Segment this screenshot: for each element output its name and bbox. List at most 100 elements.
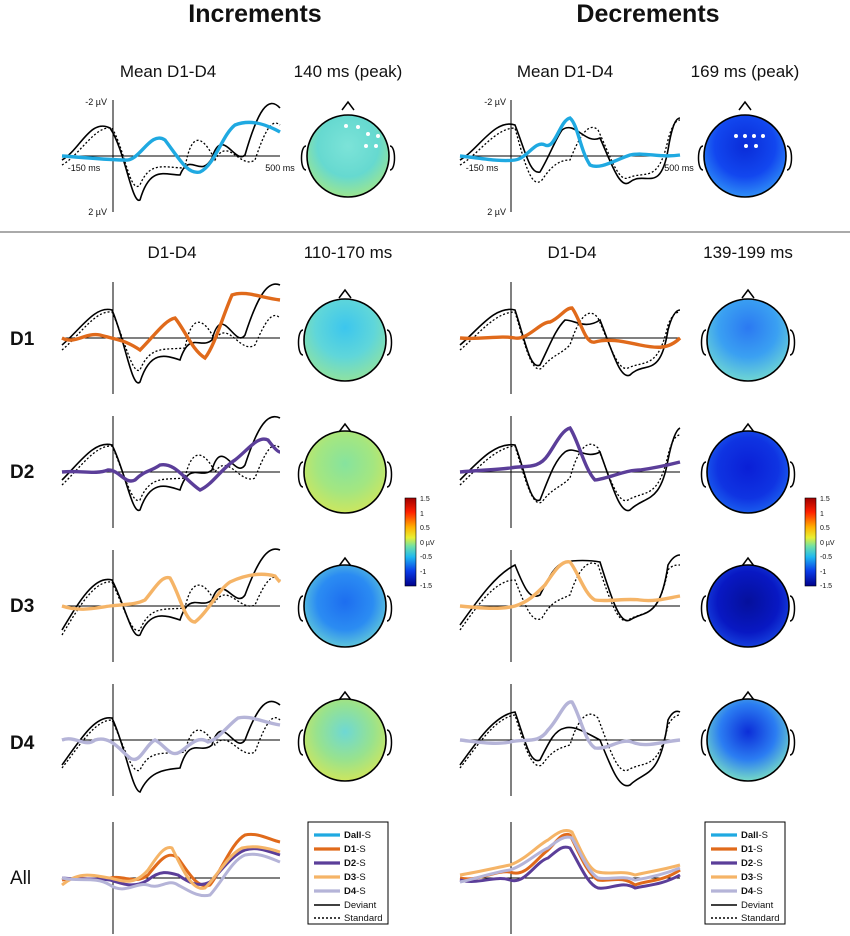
d4-s-trace bbox=[61, 852, 281, 898]
header-inc-mean: Mean D1-D4 bbox=[120, 62, 216, 81]
topomap-dec-mean bbox=[697, 100, 793, 198]
header-dec-peak: 169 ms (peak) bbox=[691, 62, 800, 81]
legend-item-dall: Dall-S bbox=[344, 830, 371, 841]
standard-trace bbox=[61, 311, 281, 371]
topomap-dec-d4 bbox=[700, 690, 796, 782]
y-bottom-label-dec: 2 µV bbox=[487, 207, 506, 217]
waveform-panel-inc-d4 bbox=[61, 684, 281, 796]
legend-dec: Dall-S D1-S D2-S D3-S D4-S Deviant Stand… bbox=[704, 821, 786, 925]
row-label-d4: D4 bbox=[10, 733, 35, 754]
d2-s-trace bbox=[61, 437, 281, 492]
waveform-panel-dec-d3 bbox=[459, 550, 681, 662]
cb-tick: 1 bbox=[820, 511, 824, 518]
x-right-label-inc: 500 ms bbox=[265, 163, 295, 173]
waveform-panel-inc-mean bbox=[61, 100, 281, 212]
d2-s-trace bbox=[61, 847, 281, 887]
topomap-inc-d2 bbox=[297, 422, 393, 514]
deviant-trace bbox=[459, 308, 681, 377]
deviant-trace bbox=[61, 548, 281, 637]
row-label-all: All bbox=[10, 868, 31, 889]
standard-trace bbox=[459, 562, 681, 631]
deviant-trace bbox=[459, 117, 681, 185]
cb-tick: -1.5 bbox=[820, 583, 832, 590]
legend-item-d2: D2-S bbox=[344, 858, 366, 869]
legend-item-d1: D1-S bbox=[741, 844, 763, 855]
d1-s-trace bbox=[61, 291, 281, 361]
d3-s-trace bbox=[61, 572, 282, 624]
standard-trace bbox=[459, 713, 681, 772]
legend-item-d3: D3-S bbox=[741, 872, 763, 883]
topomap-dec-d3 bbox=[700, 556, 796, 648]
cb-tick: 0.5 bbox=[820, 525, 830, 532]
topomap-inc-mean bbox=[300, 100, 396, 198]
legend-inc: Dall-S D1-S D2-S D3-S D4-S Deviant Stand… bbox=[307, 821, 389, 925]
waveform-panel-dec-d2 bbox=[459, 416, 681, 528]
y-bottom-label-inc: 2 µV bbox=[88, 207, 107, 217]
d1-s-trace bbox=[459, 306, 682, 349]
d2-s-trace bbox=[459, 845, 681, 890]
legend-item-dall: Dall-S bbox=[741, 830, 768, 841]
cb-tick: -1 bbox=[820, 569, 826, 576]
standard-trace bbox=[459, 311, 681, 370]
dall-s-trace bbox=[61, 120, 281, 175]
title-increments: Increments bbox=[188, 0, 321, 28]
legend-item-standard: Standard bbox=[741, 913, 780, 924]
waveform-panel-inc-d3 bbox=[61, 548, 282, 662]
header-dec-mean: Mean D1-D4 bbox=[517, 62, 613, 81]
deviant-trace bbox=[459, 554, 681, 626]
d3-s-trace bbox=[459, 560, 681, 610]
topomap-inc-d1 bbox=[297, 288, 393, 382]
dall-s-trace bbox=[459, 116, 681, 168]
deviant-trace bbox=[61, 283, 281, 384]
legend-item-d1: D1-S bbox=[344, 844, 366, 855]
cb-tick: -1 bbox=[420, 569, 426, 576]
title-decrements: Decrements bbox=[576, 0, 719, 28]
waveform-panel-inc-d2 bbox=[61, 415, 281, 528]
header-inc-peak: 140 ms (peak) bbox=[294, 62, 403, 81]
header-dec-diff: D1-D4 bbox=[547, 243, 596, 262]
standard-trace bbox=[61, 445, 281, 502]
cb-tick: -0.5 bbox=[420, 554, 432, 561]
waveform-panel-inc-all bbox=[61, 822, 281, 934]
cb-tick: 1.5 bbox=[820, 496, 830, 503]
header-inc-window: 110-170 ms bbox=[304, 243, 393, 262]
row-label-d3: D3 bbox=[10, 596, 34, 617]
standard-trace bbox=[61, 717, 281, 772]
cb-tick: 1.5 bbox=[420, 496, 430, 503]
cb-tick: -1.5 bbox=[420, 583, 432, 590]
topomap-dec-d2 bbox=[700, 422, 796, 514]
d4-s-trace bbox=[61, 715, 281, 762]
waveform-panel-inc-d1 bbox=[61, 282, 281, 394]
waveform-panel-dec-d1 bbox=[459, 282, 682, 394]
d3-s-trace bbox=[61, 845, 281, 890]
cb-tick: 0.5 bbox=[420, 525, 430, 532]
row-label-d2: D2 bbox=[10, 462, 34, 483]
x-right-label-dec: 500 ms bbox=[664, 163, 694, 173]
cb-tick: 0 µV bbox=[420, 540, 435, 547]
legend-item-d2: D2-S bbox=[741, 858, 763, 869]
waveform-panel-dec-d4 bbox=[459, 684, 681, 796]
waveform-panel-dec-all bbox=[459, 822, 681, 934]
x-left-label-dec: -150 ms bbox=[466, 163, 499, 173]
d2-s-trace bbox=[459, 426, 681, 482]
d1-s-trace bbox=[459, 832, 681, 887]
legend-item-standard: Standard bbox=[344, 913, 383, 924]
topomap-inc-d4 bbox=[297, 690, 393, 782]
deviant-trace bbox=[459, 710, 681, 787]
standard-trace bbox=[459, 119, 681, 183]
row-label-d1: D1 bbox=[10, 329, 35, 350]
cb-tick: 1 bbox=[420, 511, 424, 518]
header-inc-diff: D1-D4 bbox=[147, 243, 196, 262]
deviant-trace bbox=[61, 415, 281, 511]
d3-s-trace bbox=[459, 828, 681, 877]
topomap-inc-d3 bbox=[297, 556, 393, 648]
colorbar-inc: 1.5 1 0.5 0 µV -0.5 -1 -1.5 bbox=[404, 496, 435, 590]
legend-item-d4: D4-S bbox=[741, 886, 763, 897]
header-dec-window: 139-199 ms bbox=[703, 243, 793, 262]
y-top-label-dec: -2 µV bbox=[484, 97, 506, 107]
deviant-trace bbox=[61, 700, 281, 793]
cb-tick: -0.5 bbox=[820, 554, 832, 561]
deviant-trace bbox=[61, 102, 281, 201]
legend-item-d3: D3-S bbox=[344, 872, 366, 883]
